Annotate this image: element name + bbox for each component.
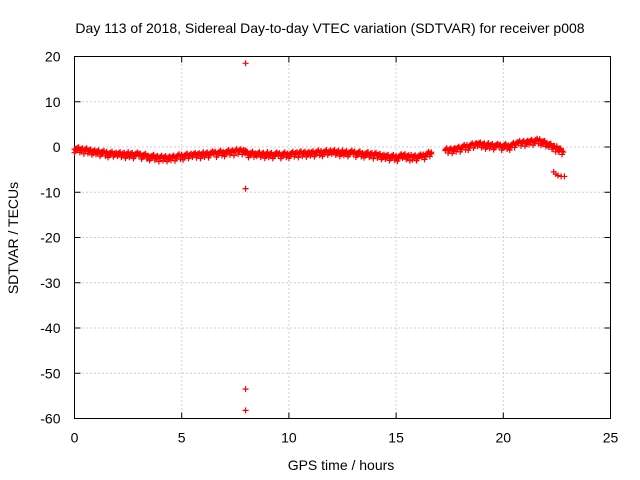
data-point <box>560 148 567 155</box>
y-tick-label: -20 <box>40 230 60 246</box>
x-tick-label: 5 <box>178 430 186 446</box>
x-tick-label: 0 <box>71 430 79 446</box>
data-point <box>134 149 141 156</box>
data-point <box>242 60 249 67</box>
grid-lines <box>74 56 611 419</box>
y-tick-label: -50 <box>40 365 60 381</box>
data-point <box>374 152 381 159</box>
y-tick-label: -40 <box>40 320 60 336</box>
x-tick-label: 20 <box>496 430 512 446</box>
data-point <box>197 151 204 158</box>
data-series <box>71 60 568 414</box>
data-point <box>561 173 568 180</box>
y-tick-label: 20 <box>45 49 61 65</box>
data-point <box>242 407 249 414</box>
y-tick-label: -30 <box>40 275 60 291</box>
data-point <box>559 148 566 155</box>
x-tick-label: 15 <box>388 430 404 446</box>
x-axis: 0 5 10 15 20 25 <box>71 56 619 446</box>
y-tick-label: -10 <box>40 184 60 200</box>
y-tick-label: 0 <box>53 139 61 155</box>
data-point <box>76 146 83 153</box>
data-point <box>428 149 435 156</box>
y-tick-label: 10 <box>45 94 61 110</box>
x-axis-label: GPS time / hours <box>288 457 395 473</box>
y-tick-label: -60 <box>40 411 60 427</box>
data-point <box>478 141 485 148</box>
chart-title: Day 113 of 2018, Sidereal Day-to-day VTE… <box>75 20 584 36</box>
data-point <box>84 147 91 154</box>
data-point <box>382 153 389 160</box>
x-tick-label: 25 <box>603 430 619 446</box>
data-point <box>459 143 466 150</box>
data-point <box>486 142 493 149</box>
x-tick-label: 10 <box>281 430 297 446</box>
y-axis: 20 10 0 -10 -20 -30 -40 -50 -60 <box>40 49 611 427</box>
data-point <box>242 386 249 393</box>
data-point <box>151 154 158 161</box>
data-point <box>554 172 561 179</box>
data-point <box>242 185 249 192</box>
data-point <box>366 151 373 158</box>
y-axis-label: SDTVAR / TECUs <box>5 182 21 294</box>
